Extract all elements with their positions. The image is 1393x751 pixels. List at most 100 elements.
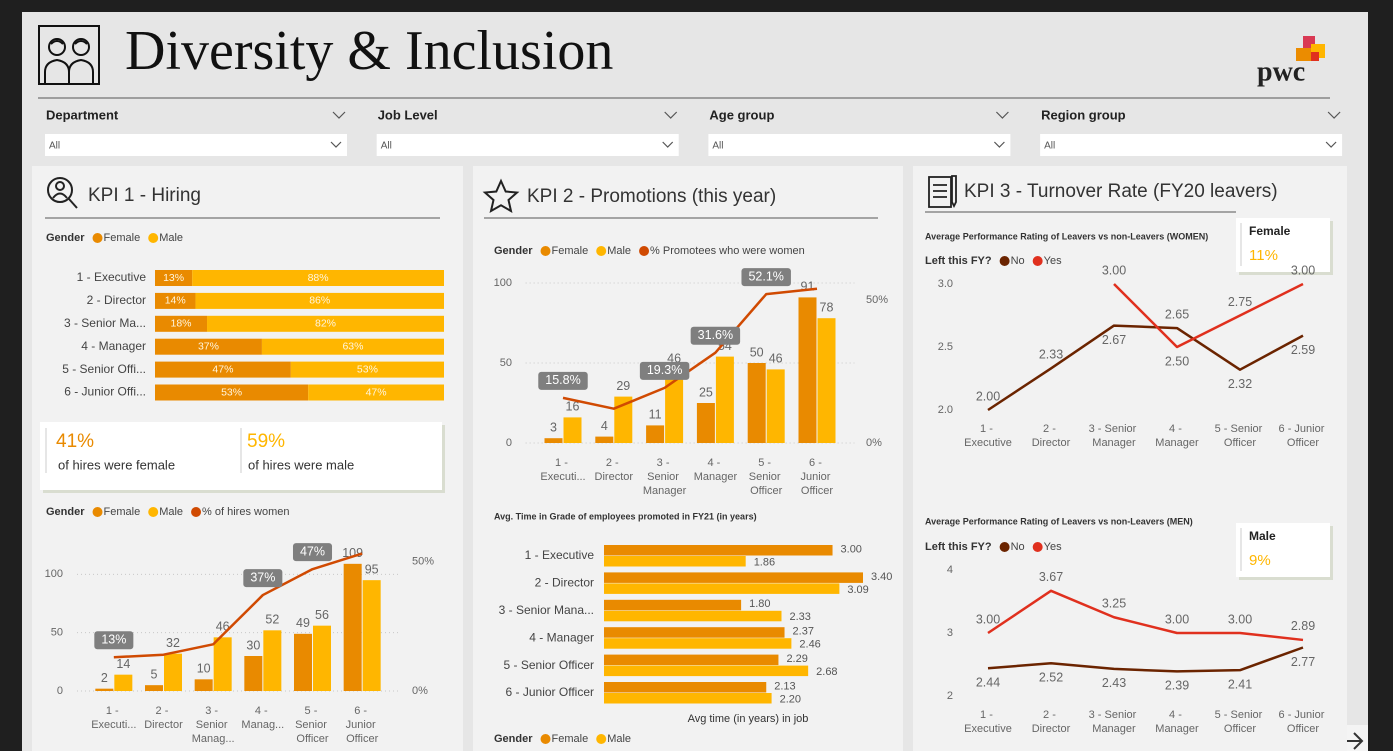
bar	[646, 425, 665, 443]
legend-title: Left this FY?	[925, 541, 992, 553]
legend-label: Yes	[1044, 255, 1062, 267]
category-label: 1 - Executive	[77, 270, 147, 284]
legend-title: Left this FY?	[925, 255, 992, 267]
data-label: 3.67	[1039, 570, 1063, 584]
chevron	[993, 141, 1005, 148]
bar	[114, 674, 133, 691]
legend-marker	[1032, 256, 1043, 266]
label-line: 3 - Senior	[1089, 423, 1140, 435]
line	[987, 589, 1304, 642]
legend-marker	[999, 542, 1010, 552]
panel-title: KPI 1 - Hiring	[88, 185, 201, 206]
data-label: 2.46	[799, 639, 820, 651]
card-text: of hires were female	[58, 457, 175, 472]
y2-tick-label: 0%	[412, 685, 428, 697]
data-label: 10	[197, 662, 211, 676]
data-label: 49	[296, 616, 310, 630]
data-label: 2	[101, 671, 108, 685]
data-label: 82%	[315, 318, 336, 330]
line	[987, 646, 1304, 673]
category-label: 4 - Manager	[81, 339, 146, 353]
legend-marker	[148, 507, 159, 517]
filter-dropdown[interactable]	[376, 134, 679, 156]
filter-dropdown[interactable]	[708, 134, 1011, 156]
bar-segment	[155, 315, 208, 332]
chevron	[330, 141, 342, 148]
label-line: 4 -	[1169, 709, 1185, 721]
bar	[343, 563, 362, 691]
turnover-icon	[928, 175, 957, 209]
data-label: 16	[566, 400, 580, 414]
data-label: 14%	[165, 295, 186, 307]
filter-dropdown[interactable]	[45, 134, 347, 156]
legend-marker	[596, 734, 607, 744]
legend-label: Female	[552, 733, 589, 745]
label-line: Manag...	[192, 733, 235, 745]
legend-marker	[92, 507, 103, 517]
bar	[766, 369, 785, 443]
line-label: 52.1%	[748, 269, 783, 283]
chart-title: Average Performance Rating of Leavers vs…	[925, 516, 1193, 526]
bar	[313, 625, 331, 691]
data-label: 32	[166, 636, 180, 650]
filter-dropdown[interactable]	[1040, 134, 1343, 156]
filter-value: All	[49, 141, 60, 152]
label-line: 3 - Senior	[1089, 709, 1140, 721]
bar	[604, 665, 809, 677]
data-label: 3.25	[1102, 597, 1126, 611]
data-label: 2.68	[816, 666, 837, 678]
data-label: 2.75	[1228, 295, 1252, 309]
label-line: 6 -	[809, 457, 825, 469]
card-value: 9%	[1249, 552, 1271, 569]
data-label: 2.41	[1228, 677, 1252, 691]
y2-tick-label: 0%	[866, 437, 882, 449]
legend-label: Male	[607, 245, 631, 257]
y-tick-label: 0	[57, 685, 63, 697]
bar-segment	[155, 270, 193, 286]
x-tick-label: 4 - Manager	[694, 457, 738, 483]
label-line: 2 -	[1043, 709, 1059, 721]
line-label: 13%	[101, 633, 126, 647]
data-label: 56	[315, 608, 329, 622]
category-label: 6 - Junior Officer	[506, 685, 594, 699]
bar	[747, 363, 766, 443]
data-label: 2.77	[1291, 655, 1315, 669]
data-label: 18%	[171, 318, 192, 330]
line-label-box	[639, 361, 690, 380]
label-line: 1 -	[980, 423, 996, 435]
legend-label: % of hires women	[202, 506, 289, 518]
label-line: Manager	[1155, 723, 1199, 735]
x-tick-label: 5 - Senior Officer	[295, 705, 330, 745]
label-line: 6 - Junior	[1279, 709, 1328, 721]
legend-marker	[1032, 542, 1043, 552]
line-label: 15.8%	[545, 373, 580, 387]
x-tick-label: 4 - Manager	[1155, 709, 1199, 735]
legend-label: Female	[104, 232, 141, 244]
legend-marker	[540, 246, 551, 256]
filter-label: Department	[46, 107, 119, 122]
legend-marker	[191, 507, 202, 517]
bar-segment	[155, 361, 291, 378]
label-line: Director	[1032, 723, 1071, 735]
data-label: 11	[649, 408, 662, 422]
category-label: 6 - Junior Offi...	[64, 385, 146, 399]
label-line: Manag...	[241, 719, 284, 731]
data-label: 14	[116, 657, 130, 671]
label-line: 1 -	[106, 705, 122, 717]
bar	[595, 436, 614, 443]
data-label: 2.59	[1291, 343, 1315, 357]
line	[1113, 282, 1304, 349]
x-tick-label: 5 - Senior Officer	[1215, 423, 1266, 449]
legend-marker	[596, 246, 607, 256]
data-label: 3.00	[976, 612, 1000, 626]
bar-segment	[261, 338, 444, 355]
data-label: 25	[699, 385, 713, 399]
data-label: 2.32	[1228, 377, 1252, 391]
card-value: 11%	[1249, 247, 1278, 264]
card-value: 59%	[247, 431, 285, 452]
label-line: Manager	[694, 471, 738, 483]
card	[1236, 218, 1330, 272]
chevron	[1325, 141, 1337, 148]
label-line: 5 - Senior	[1215, 423, 1266, 435]
